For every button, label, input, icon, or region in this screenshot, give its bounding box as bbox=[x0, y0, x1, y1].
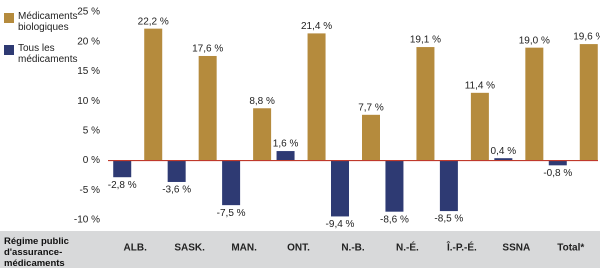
x-tick-label: Î.-P.-É. bbox=[446, 241, 477, 254]
x-tick-label: Total* bbox=[557, 243, 584, 254]
value-label: 7,7 % bbox=[358, 102, 384, 113]
bar bbox=[439, 160, 458, 212]
bar bbox=[579, 44, 598, 161]
bar bbox=[144, 28, 163, 161]
legend-swatch bbox=[4, 45, 14, 55]
bar bbox=[385, 160, 404, 212]
value-label: 1,6 % bbox=[273, 139, 299, 150]
x-tick-label: ALB. bbox=[124, 243, 148, 254]
bar bbox=[198, 55, 217, 161]
bar bbox=[416, 47, 435, 161]
bar bbox=[494, 158, 513, 161]
y-tick-label: -10 % bbox=[74, 215, 100, 226]
bar bbox=[253, 108, 272, 161]
x-tick-label: ONT. bbox=[287, 243, 310, 254]
value-label: -8,5 % bbox=[434, 214, 463, 225]
y-tick-label: 10 % bbox=[77, 96, 100, 107]
value-label: 21,4 % bbox=[301, 21, 332, 32]
y-tick-label: 25 % bbox=[77, 7, 100, 18]
bar bbox=[470, 92, 489, 161]
value-label: -7,5 % bbox=[217, 208, 246, 219]
bar bbox=[548, 160, 567, 166]
legend-swatch bbox=[4, 13, 14, 23]
value-label: 0,4 % bbox=[491, 146, 517, 157]
bar bbox=[167, 160, 186, 182]
x-axis-label: Régime public d'assurance-médicaments bbox=[4, 236, 69, 268]
value-label: -3,6 % bbox=[162, 185, 191, 196]
x-tick-label: N.-B. bbox=[341, 243, 365, 254]
bar bbox=[276, 151, 295, 161]
value-label: 19,1 % bbox=[410, 35, 441, 46]
bar bbox=[222, 160, 241, 206]
bar bbox=[113, 160, 132, 178]
legend-label: Tous les médicaments bbox=[18, 43, 78, 65]
value-label: -8,6 % bbox=[380, 214, 409, 225]
value-label: 22,2 % bbox=[138, 16, 169, 27]
y-tick-label: 15 % bbox=[77, 66, 100, 77]
y-tick-label: 0 % bbox=[83, 155, 100, 166]
value-label: 19,0 % bbox=[519, 35, 550, 46]
x-tick-label: MAN. bbox=[231, 243, 257, 254]
value-label: 19,6 % bbox=[573, 32, 600, 43]
value-label: 11,4 % bbox=[465, 80, 495, 91]
value-label: 8,8 % bbox=[249, 96, 275, 107]
category-band bbox=[0, 231, 600, 268]
x-tick-label: SSNA bbox=[502, 243, 530, 254]
y-tick-label: 5 % bbox=[83, 125, 100, 136]
value-label: -0,8 % bbox=[543, 168, 572, 179]
x-tick-label: N.-É. bbox=[396, 241, 419, 254]
x-tick-label: SASK. bbox=[174, 243, 205, 254]
y-tick-label: 20 % bbox=[77, 36, 100, 47]
y-tick-label: -5 % bbox=[79, 185, 100, 196]
value-label: 17,6 % bbox=[192, 44, 223, 55]
bar bbox=[331, 160, 349, 217]
legend-label: Médicaments biologiques bbox=[18, 11, 78, 33]
value-label: -2,8 % bbox=[108, 180, 137, 191]
bar bbox=[362, 114, 380, 161]
bar bbox=[525, 47, 544, 161]
bar bbox=[307, 33, 326, 161]
value-label: -9,4 % bbox=[326, 219, 355, 230]
